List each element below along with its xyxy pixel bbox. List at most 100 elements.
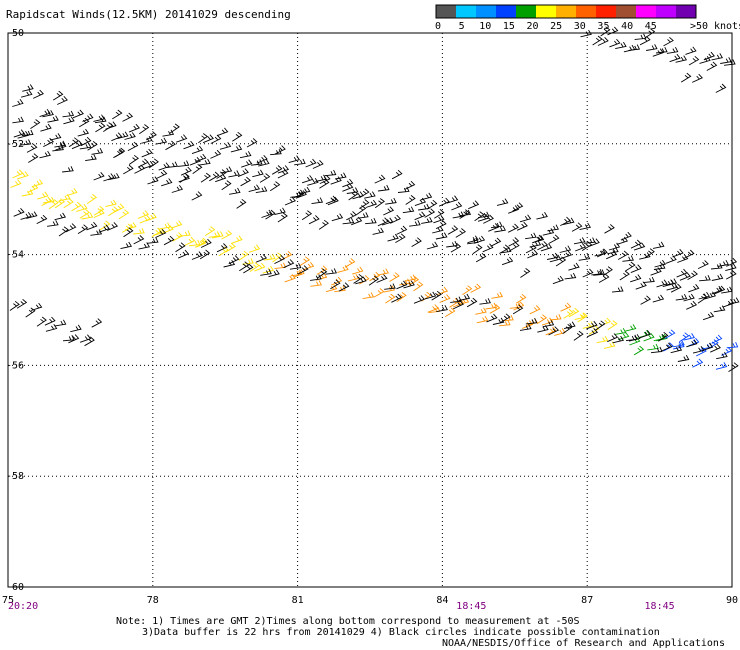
wind-barb [716, 351, 728, 360]
wind-barb [39, 150, 51, 159]
wind-barb [692, 73, 703, 83]
legend-label: 35 [597, 21, 609, 32]
wind-barb [404, 274, 417, 282]
wind-barb [47, 115, 59, 123]
legend-swatch [476, 5, 497, 18]
wind-barb [62, 110, 75, 118]
wind-barb [162, 129, 175, 137]
wind-barb [536, 314, 548, 325]
wind-barb [420, 192, 433, 201]
wind-barb [112, 109, 123, 120]
wind-barb [220, 166, 233, 174]
wind-barb [446, 240, 458, 248]
wind-barb [596, 248, 608, 258]
wind-barb [163, 235, 175, 246]
wind-barb [196, 237, 208, 248]
wind-barb [640, 295, 651, 305]
wind-barb [391, 169, 403, 180]
wind-barb [537, 325, 549, 333]
time-label: 18:45 [456, 601, 486, 612]
wind-barb [86, 194, 98, 204]
wind-barb [711, 53, 724, 61]
wind-barb [677, 354, 690, 362]
wind-barb [256, 155, 268, 164]
wind-barb [10, 179, 22, 188]
wind-barb [44, 316, 56, 326]
wind-barb [209, 171, 220, 182]
wind-barb [202, 134, 214, 144]
wind-barb [652, 48, 664, 57]
wind-barb [221, 230, 233, 240]
wind-barb [571, 222, 583, 232]
wind-barb [564, 272, 577, 280]
wind-barb [447, 225, 459, 235]
note-line-2: 3)Data buffer is 22 hrs from 20141029 4)… [142, 627, 660, 638]
wind-barb [647, 343, 659, 351]
wind-barb [299, 256, 310, 266]
wind-barb [139, 214, 151, 224]
wind-barb [98, 224, 110, 233]
wind-barb [411, 237, 422, 247]
legend-swatch [676, 5, 697, 18]
legend-label: 25 [550, 21, 562, 32]
x-tick-label: 78 [147, 595, 159, 606]
wind-barb [701, 342, 714, 352]
wind-barb [347, 273, 360, 282]
wind-barb [93, 209, 105, 218]
wind-barb [685, 46, 697, 55]
wind-barb [158, 222, 171, 230]
wind-barb [376, 274, 388, 283]
wind-barb [171, 184, 184, 193]
wind-barb [413, 295, 425, 304]
wind-barb [697, 293, 708, 304]
wind-barb [221, 180, 232, 191]
wind-barb [141, 148, 153, 158]
wind-barb [389, 272, 400, 282]
wind-barb [219, 142, 232, 150]
time-label: 20:20 [8, 601, 38, 612]
wind-barb [677, 254, 689, 263]
wind-barb [652, 294, 665, 303]
wind-barb [103, 173, 115, 182]
wind-barb [490, 237, 502, 247]
wind-barb [162, 225, 174, 234]
wind-barb [494, 225, 506, 233]
wind-barb [324, 169, 337, 177]
wind-barb [675, 55, 688, 63]
wind-barb [491, 291, 503, 299]
wind-barb [231, 235, 243, 244]
wind-barb [466, 297, 478, 308]
wind-barb [77, 224, 89, 234]
wind-barb [499, 244, 510, 254]
wind-barb [402, 206, 415, 214]
wind-barb [242, 258, 254, 265]
wind-barb [210, 149, 222, 159]
legend-swatch [516, 5, 537, 18]
wind-barb [19, 139, 32, 146]
wind-barb [630, 264, 642, 274]
wind-barb [579, 222, 592, 231]
wind-barb [189, 157, 201, 166]
plot-frame [7, 32, 733, 588]
wind-barb [490, 221, 503, 229]
wind-barb [404, 180, 416, 190]
wind-barb [547, 252, 559, 260]
wind-barb [105, 199, 117, 208]
wind-barb [519, 324, 532, 331]
wind-barb [93, 114, 105, 122]
wind-barb [305, 158, 317, 168]
wind-barb [238, 250, 249, 261]
wind-barb [22, 84, 34, 92]
wind-barb [486, 313, 498, 323]
wind-barb [357, 212, 369, 219]
wind-barb [509, 241, 520, 252]
wind-barb [403, 280, 415, 289]
legend-label: >50 [690, 21, 708, 32]
wind-barb [325, 268, 337, 275]
legend-swatch [456, 5, 477, 18]
wind-barb [607, 26, 619, 36]
wind-barb [301, 210, 313, 221]
wind-barb [421, 216, 433, 224]
wind-barb [258, 159, 270, 167]
